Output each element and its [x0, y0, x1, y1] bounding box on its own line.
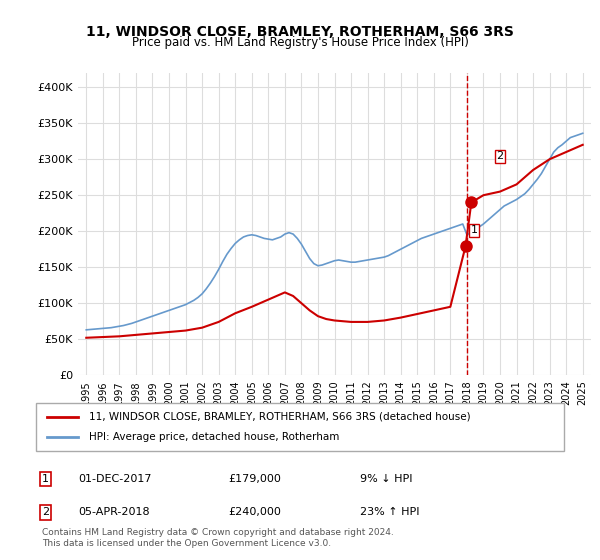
FancyBboxPatch shape: [36, 403, 564, 451]
Text: Price paid vs. HM Land Registry's House Price Index (HPI): Price paid vs. HM Land Registry's House …: [131, 36, 469, 49]
Text: Contains HM Land Registry data © Crown copyright and database right 2024.
This d: Contains HM Land Registry data © Crown c…: [42, 528, 394, 548]
Text: 2: 2: [42, 507, 49, 517]
Text: HPI: Average price, detached house, Rotherham: HPI: Average price, detached house, Roth…: [89, 432, 339, 442]
Text: 23% ↑ HPI: 23% ↑ HPI: [360, 507, 419, 517]
Text: 1: 1: [42, 474, 49, 484]
Text: 11, WINDSOR CLOSE, BRAMLEY, ROTHERHAM, S66 3RS (detached house): 11, WINDSOR CLOSE, BRAMLEY, ROTHERHAM, S…: [89, 412, 470, 422]
Text: 2: 2: [496, 151, 503, 161]
Text: £240,000: £240,000: [228, 507, 281, 517]
Text: 1: 1: [470, 225, 478, 235]
Text: £179,000: £179,000: [228, 474, 281, 484]
Text: 05-APR-2018: 05-APR-2018: [78, 507, 149, 517]
Text: 11, WINDSOR CLOSE, BRAMLEY, ROTHERHAM, S66 3RS: 11, WINDSOR CLOSE, BRAMLEY, ROTHERHAM, S…: [86, 25, 514, 39]
Text: 01-DEC-2017: 01-DEC-2017: [78, 474, 151, 484]
Text: 9% ↓ HPI: 9% ↓ HPI: [360, 474, 413, 484]
